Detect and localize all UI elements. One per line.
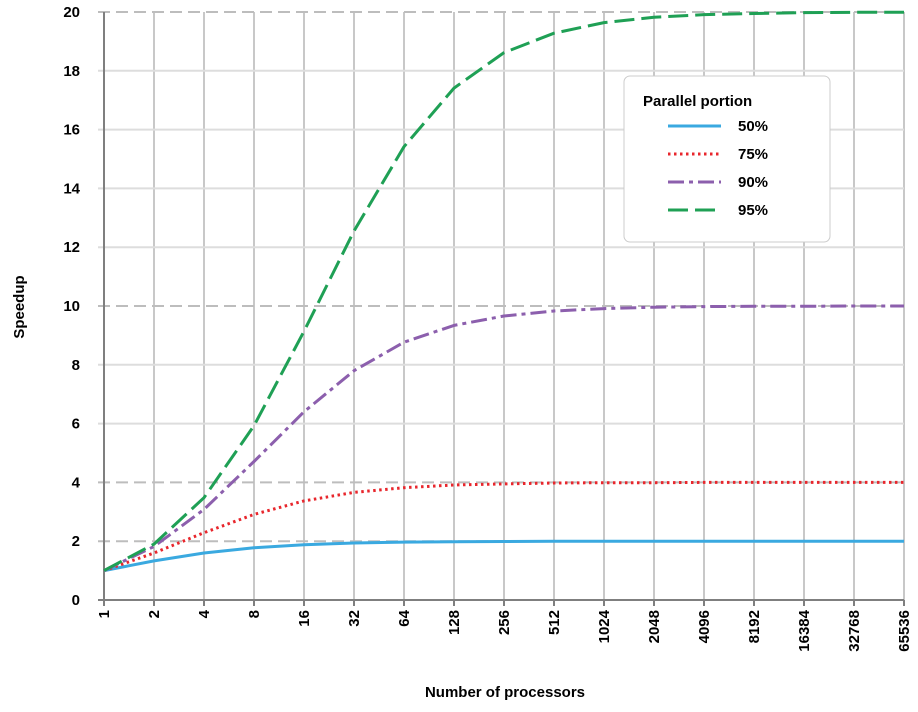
legend-label: 75%: [738, 146, 768, 163]
x-tick-label: 512: [546, 610, 563, 635]
legend: Parallel portion 50% 75% 90% 95%: [623, 75, 831, 243]
y-tick-label: 6: [72, 416, 80, 433]
x-tick-label: 65536: [896, 610, 913, 652]
y-tick-label: 2: [72, 533, 80, 550]
x-tick-label: 8192: [746, 610, 763, 643]
x-tick-label: 4096: [696, 610, 713, 643]
legend-label: 95%: [738, 202, 768, 219]
x-tick-label: 8: [246, 610, 263, 618]
y-tick-label: 8: [72, 357, 80, 374]
x-tick-label: 2: [146, 610, 163, 618]
y-tick-label: 16: [63, 122, 80, 139]
x-axis-title: Number of processors: [425, 684, 585, 701]
x-tick-label: 16: [296, 610, 313, 627]
y-axis-title: Speedup: [11, 275, 28, 338]
legend-items: 50% 75% 90% 95%: [668, 118, 768, 219]
x-tick-label: 32: [346, 610, 363, 627]
y-tick-label: 10: [63, 298, 80, 315]
series-line-95pct: [103, 10, 904, 572]
series-line-90pct: [103, 304, 904, 572]
x-tick-label: 16384: [796, 609, 813, 651]
x-tick-label: 256: [496, 610, 513, 635]
series-line-75pct: [103, 480, 904, 573]
y-tick-label: 14: [63, 180, 80, 197]
y-tick-label: 18: [63, 63, 80, 80]
y-tick-label: 4: [72, 474, 81, 491]
axes: [98, 12, 905, 606]
legend-title: Parallel portion: [643, 93, 752, 110]
x-tick-label: 2048: [646, 610, 663, 643]
y-tick-label: 12: [63, 239, 80, 256]
y-tick-label: 0: [72, 592, 80, 609]
x-tick-label: 4: [196, 609, 213, 618]
legend-label: 50%: [738, 118, 768, 135]
x-tick-label: 32768: [846, 610, 863, 652]
y-tick-label: 20: [63, 4, 80, 21]
legend-label: 90%: [738, 174, 768, 191]
legend-box: [623, 75, 831, 243]
x-tick-label: 1: [96, 610, 113, 618]
x-tick-label: 128: [446, 610, 463, 635]
x-tick-label: 1024: [596, 609, 613, 643]
series-line-50pct: [103, 539, 904, 573]
series-lines: [103, 10, 904, 573]
x-tick-label: 64: [396, 609, 413, 626]
